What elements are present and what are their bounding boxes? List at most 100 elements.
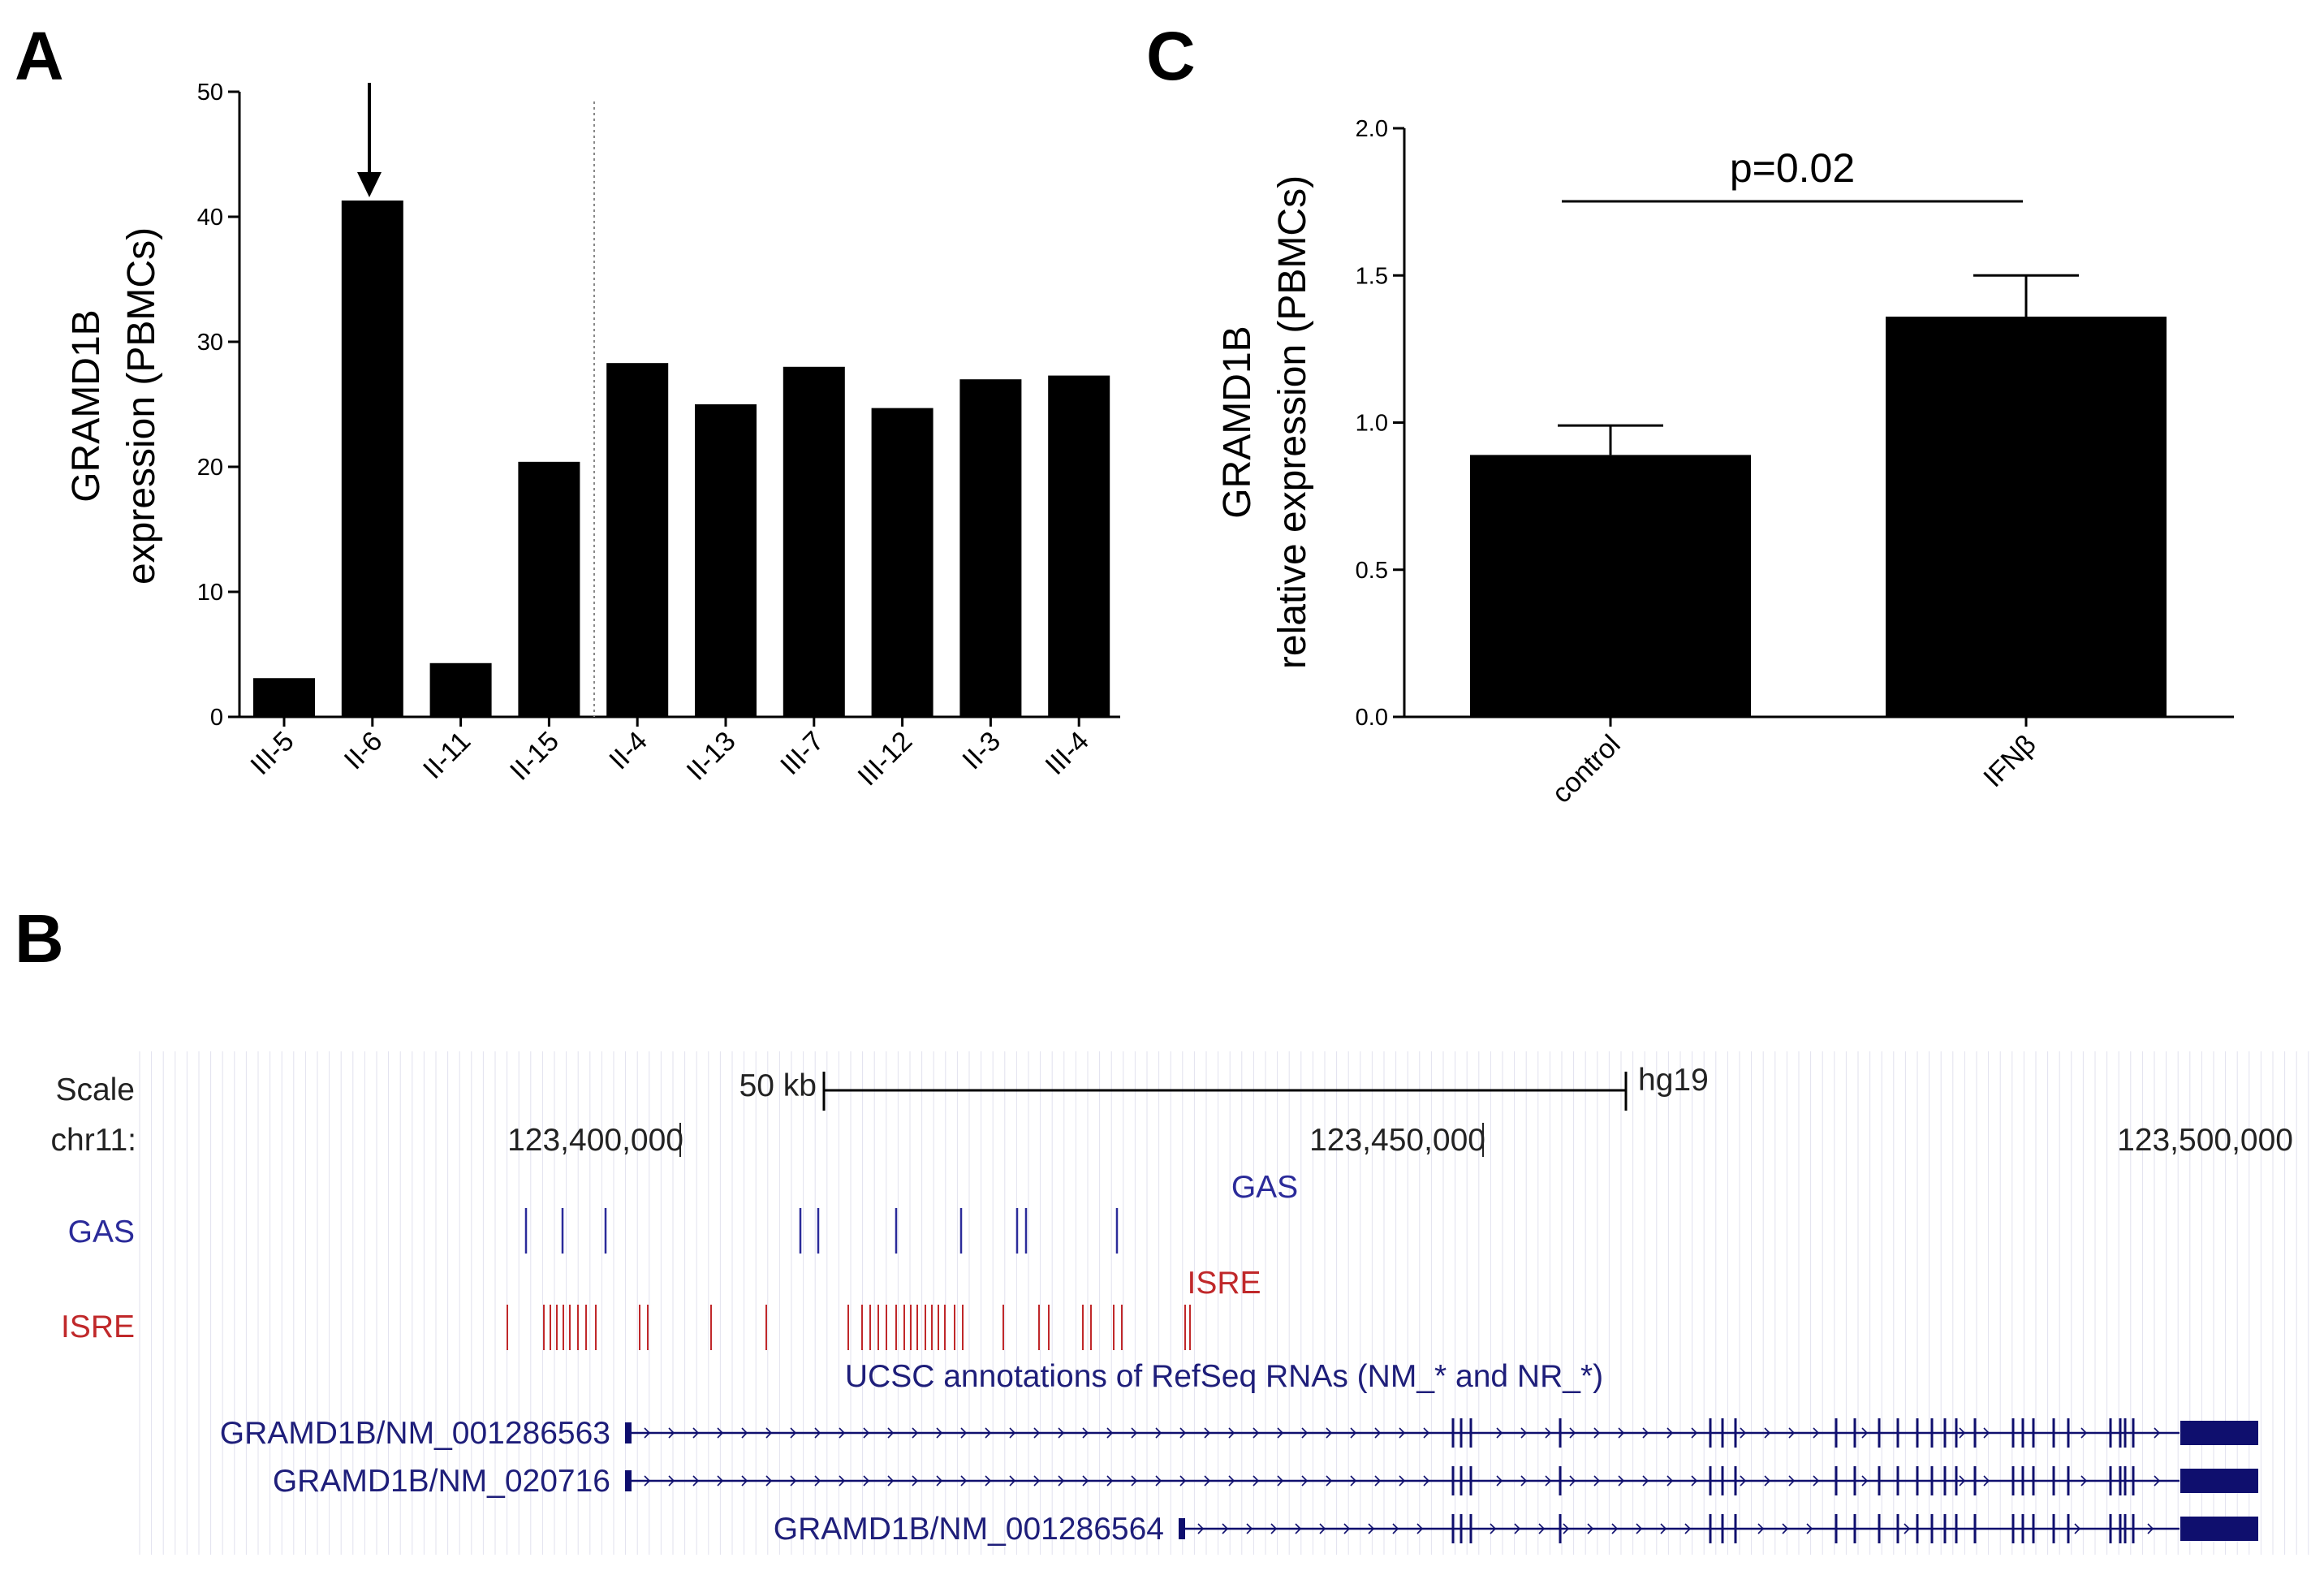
isre-track-label: ISRE (61, 1310, 135, 1344)
intron-arrow (912, 1427, 919, 1439)
exon (1853, 1418, 1856, 1448)
chart-a-bar-II-11 (429, 662, 492, 717)
intron-arrow (839, 1427, 846, 1439)
exon (2021, 1514, 2024, 1543)
exon (1734, 1418, 1737, 1448)
chart-a-ytick-label-0: 0 (210, 705, 223, 731)
intron-arrow (1569, 1475, 1576, 1487)
intron-arrow (1861, 1427, 1869, 1439)
chart-a-ytick-label-4: 40 (197, 205, 223, 231)
intron-arrow (2074, 1523, 2081, 1534)
scale-bar-label: 50 kb (739, 1068, 817, 1103)
exon (2109, 1514, 2112, 1543)
intron-arrow (1959, 1475, 1966, 1487)
intron-arrow (1538, 1523, 1546, 1534)
chart-a-bar-II-13 (695, 404, 757, 717)
intron-arrow (692, 1475, 700, 1487)
transcript-start-exon-1 (625, 1470, 632, 1491)
intron-arrow (1782, 1523, 1789, 1534)
exon (1451, 1418, 1455, 1448)
chart-a-ytick-label-5: 50 (197, 80, 223, 106)
position-label-1: 123,400,000 (507, 1123, 683, 1158)
intron-arrow (1204, 1475, 1211, 1487)
exon (1835, 1418, 1838, 1448)
exon (1916, 1418, 1919, 1448)
intron-arrow (1666, 1427, 1674, 1439)
intron-arrow (2154, 1427, 2161, 1439)
intron-arrow (1277, 1475, 1284, 1487)
intron-arrow (1319, 1523, 1326, 1534)
intron-arrow (1618, 1475, 1625, 1487)
exon (2032, 1466, 2035, 1495)
exon (1916, 1466, 1919, 1495)
chart-a-bar-III-4 (1048, 375, 1110, 717)
exon (1451, 1514, 1455, 1543)
intron-arrow (1326, 1427, 1333, 1439)
chart-c: GRAMD1B relative expression (PBMCs) 0.0 0… (1216, 116, 2234, 809)
exon (2124, 1514, 2127, 1543)
intron-arrow (887, 1475, 895, 1487)
chart-a-arrow-head (357, 172, 382, 197)
transcript-label-1: GRAMD1B/NM_001286563 (220, 1416, 610, 1451)
panel-c-letter: C (1146, 18, 1196, 94)
exon (1955, 1466, 1958, 1495)
intron-arrow (668, 1475, 675, 1487)
intron-arrow (1131, 1427, 1138, 1439)
panel-b-letter: B (15, 900, 64, 977)
intron-arrow (863, 1475, 870, 1487)
exon (1469, 1466, 1472, 1495)
intron-arrow (1131, 1475, 1138, 1487)
intron-arrow (1009, 1475, 1016, 1487)
exon (2011, 1514, 2015, 1543)
exon (1709, 1418, 1712, 1448)
intron-arrow (790, 1427, 797, 1439)
exon (1955, 1514, 1958, 1543)
intron-arrow (863, 1427, 870, 1439)
exon (2052, 1466, 2055, 1495)
intron-arrow (1666, 1475, 1674, 1487)
intron-arrow (1983, 1475, 1990, 1487)
exon (2119, 1514, 2122, 1543)
intron-arrow (1520, 1475, 1528, 1487)
intron-arrow (1392, 1523, 1399, 1534)
exon (1835, 1514, 1838, 1543)
gas-track-label: GAS (68, 1215, 135, 1249)
chart-a-category-label-8: II-3 (956, 726, 1007, 776)
exon (2132, 1514, 2135, 1543)
intron-arrow (960, 1427, 968, 1439)
genome-browser: Scale 50 kb hg19 chr11: 123,400,000 123,… (51, 1051, 2309, 1555)
intron-arrow (1374, 1427, 1382, 1439)
exon (2124, 1418, 2127, 1448)
intron-arrow (1959, 1427, 1966, 1439)
intron-arrow (912, 1475, 919, 1487)
exon (2132, 1466, 2135, 1495)
exon (1930, 1466, 1934, 1495)
intron-arrow (1740, 1427, 1747, 1439)
exon (1896, 1514, 1899, 1543)
exon (1916, 1514, 1919, 1543)
exon (1878, 1418, 1881, 1448)
chart-a-category-label-7: III-12 (852, 726, 919, 792)
panel-a-letter: A (15, 18, 64, 94)
chart-c-ytick-label-1: 0.5 (1356, 558, 1388, 584)
pvalue-label: p=0.02 (1730, 145, 1855, 191)
intron-arrow (1660, 1523, 1667, 1534)
intron-arrow (1033, 1475, 1041, 1487)
exon (2067, 1418, 2070, 1448)
intron-arrow (1587, 1523, 1594, 1534)
intron-arrow (1593, 1475, 1601, 1487)
intron-arrow (985, 1475, 992, 1487)
chart-a-bar-II-6 (341, 200, 403, 718)
intron-arrow (765, 1475, 773, 1487)
exon (2067, 1466, 2070, 1495)
chart-a-ytick-label-1: 10 (197, 580, 223, 606)
intron-arrow (1813, 1427, 1820, 1439)
exon (1896, 1418, 1899, 1448)
chart-a-category-label-0: III-5 (244, 726, 300, 781)
intron-arrow (1350, 1427, 1357, 1439)
intron-arrow (1813, 1475, 1820, 1487)
exon (2124, 1466, 2127, 1495)
transcript-start-exon-0 (625, 1422, 632, 1443)
exon (1460, 1514, 1463, 1543)
chart-a-bar-III-7 (783, 366, 845, 717)
